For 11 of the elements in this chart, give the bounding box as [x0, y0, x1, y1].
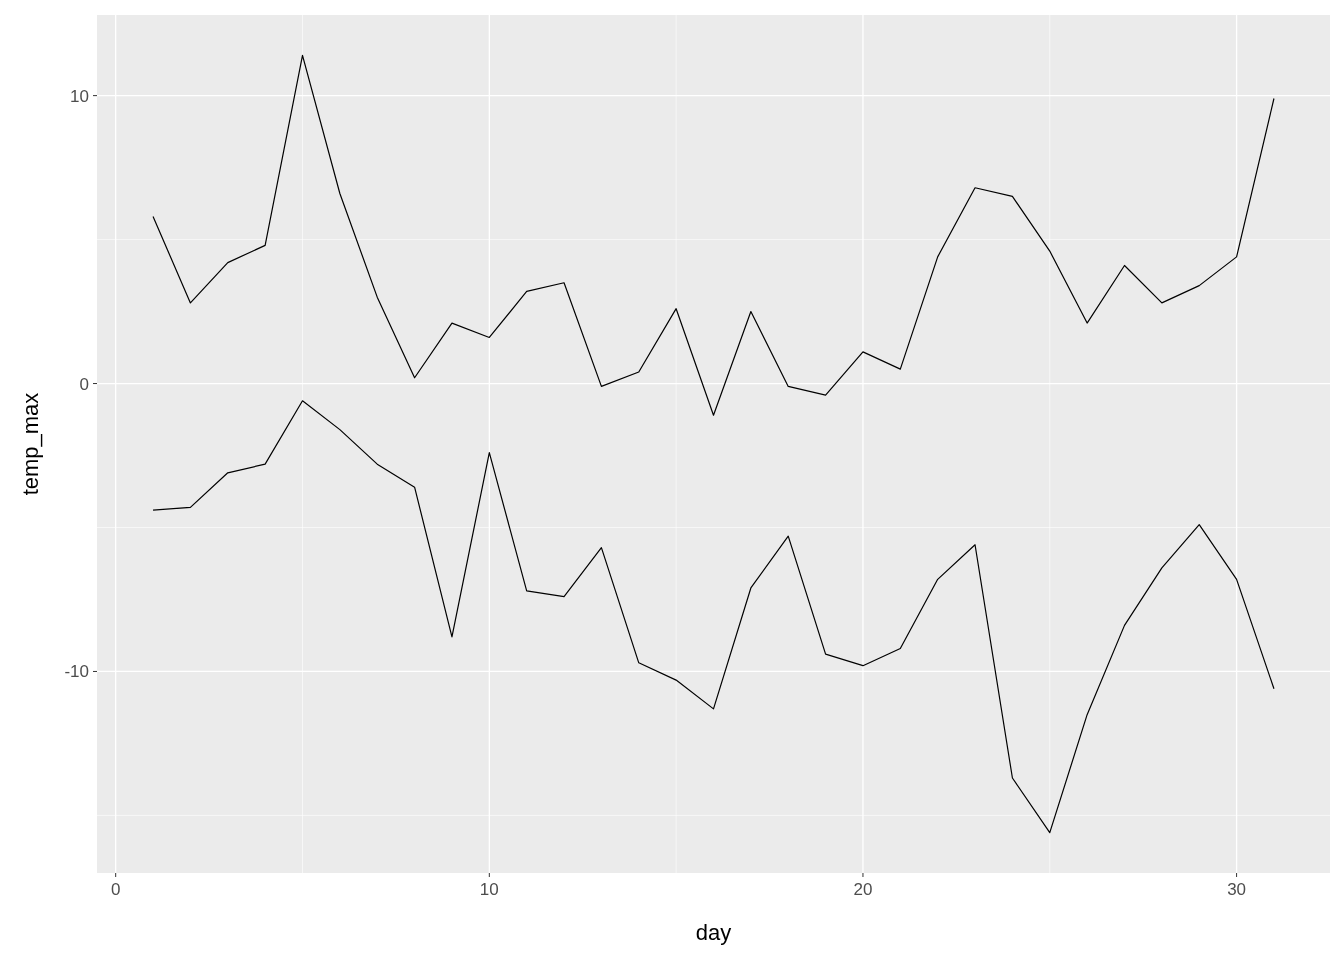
y-tick-label: 10: [70, 86, 89, 106]
x-tick-label: 10: [479, 880, 499, 899]
x-tick-label: 30: [1227, 880, 1247, 899]
y-tick-label: 0: [79, 374, 89, 394]
y-axis-title: temp_max: [18, 392, 43, 496]
line-series: [152, 400, 1275, 834]
y-tick-label: -10: [64, 662, 89, 682]
x-tick-label: 0: [110, 880, 121, 899]
x-tick-label: 20: [853, 880, 873, 899]
x-axis-title: day: [695, 920, 732, 945]
line-series: [152, 54, 1275, 416]
